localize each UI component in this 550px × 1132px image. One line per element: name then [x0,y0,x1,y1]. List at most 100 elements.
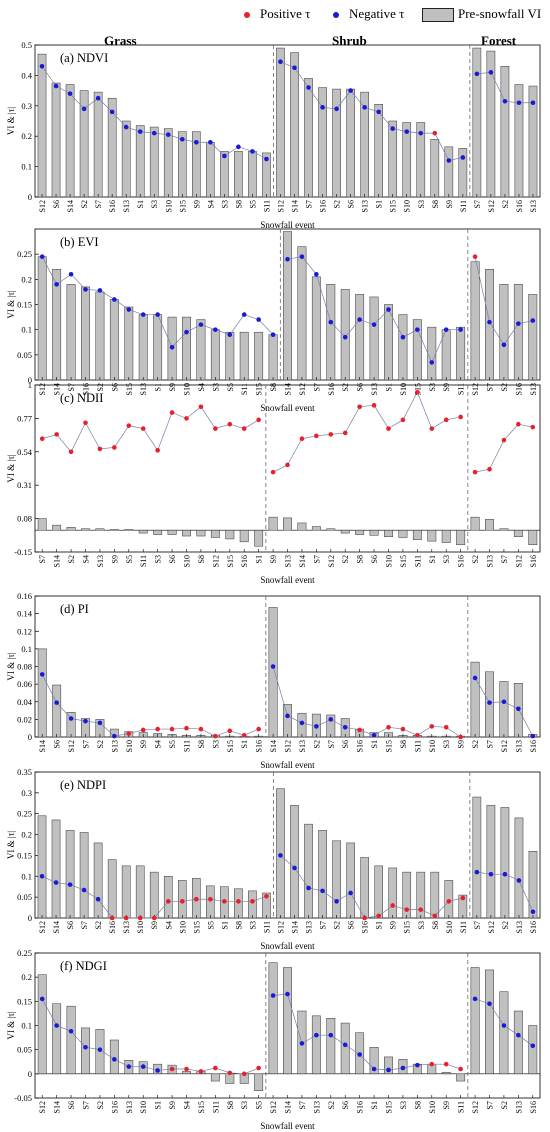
bar [499,991,509,1075]
tau-point [194,139,199,145]
bar [149,871,159,919]
x-tick-label: S12 [38,1101,47,1113]
bar [360,857,369,919]
x-tick-label: S8 [226,1101,235,1109]
bar [297,522,307,531]
tau-point [306,85,311,90]
bar-swatch-icon [422,8,454,23]
legend-negative: Negative τ [333,6,404,22]
bar [121,120,131,198]
x-tick-label: S11 [211,1101,220,1113]
tau-point [516,321,521,326]
x-tick-label: S7 [327,740,336,748]
tau-point [530,100,536,106]
tau-point [126,423,132,428]
tau-point [487,1001,492,1007]
x-tick-label: S2 [501,200,510,208]
bar [51,819,61,919]
bar [304,78,313,198]
x-tick-label: S15 [125,383,134,395]
tau-point [390,903,396,908]
tau-point [487,466,492,472]
y-axis-label: VI & |τ| [6,831,16,859]
bar [65,830,75,919]
x-tick-label: S10 [139,1101,148,1113]
tau-point [208,139,213,145]
tau-point [371,403,377,408]
tau-point [400,417,406,423]
x-tick-label: S11 [413,740,422,752]
x-tick-label: S16 [457,555,466,567]
x-tick-label: S14 [53,383,62,395]
x-tick-label: S7 [500,555,509,563]
x-tick-label: S16 [529,555,538,567]
y-tick-label: 0.25 [17,809,32,819]
bar [234,151,243,198]
bar [52,1003,62,1075]
bar [37,974,47,1075]
tau-point [83,287,88,292]
tau-point [227,728,233,734]
bar [441,529,451,543]
x-tick-label: S14 [38,740,47,752]
x-tick-label: S13 [312,1101,321,1113]
y-tick-label: 0.05 [17,1045,32,1055]
bar [37,53,47,198]
x-axis-label: Snowfall event [260,941,315,951]
tau-point [458,414,463,420]
tau-point [213,327,218,332]
bar [340,529,350,534]
x-tick-label: S10 [428,740,437,752]
bar [93,842,103,919]
tau-point [418,907,424,912]
bar [37,518,47,531]
tau-point [112,1057,117,1062]
tau-point [123,124,129,130]
tau-point [169,410,175,415]
tau-point [386,426,391,431]
x-tick-label: S12 [38,921,47,933]
bar [182,1071,191,1075]
x-tick-label: S1 [136,200,145,208]
bar [441,329,451,381]
y-tick-label: 0.15 [17,300,32,310]
x-tick-label: S14 [52,921,61,933]
bar [81,528,90,531]
bar [332,840,341,919]
x-tick-label: S3 [417,200,426,208]
tau-point [97,446,103,452]
legend-pre-label: Pre-snowfall VI [458,6,542,21]
tau-point [328,319,334,325]
x-tick-label: S15 [385,1101,394,1113]
x-tick-label: S3 [442,555,451,563]
tau-point [256,317,261,322]
tau-point [169,344,175,350]
tau-point [530,318,536,323]
x-tick-label: S12 [276,200,285,212]
x-tick-label: S6 [370,555,379,563]
x-tick-label: S15 [178,200,187,212]
tau-point [97,288,103,293]
tau-line [272,391,461,473]
y-tick-label: 0 [28,192,32,202]
tau-point [371,1066,377,1072]
y-tick-label: 0.2 [21,131,32,141]
tau-point [386,1067,391,1073]
tau-point [198,726,204,732]
tau-point [184,1066,189,1072]
tau-point [227,332,233,338]
x-tick-label: S9 [110,555,119,563]
x-tick-label: S13 [486,555,495,567]
tau-point [140,1064,146,1069]
x-tick-label: S10 [183,383,192,395]
y-tick-label: 0.1 [21,1021,32,1031]
x-tick-label: S13 [284,555,293,567]
x-tick-label: S11 [139,555,148,567]
tau-point [179,136,185,142]
legend-pre: Pre-snowfall VI [422,6,542,23]
tau-point [236,899,241,904]
bar [81,286,90,381]
bar [311,526,321,531]
tau-point [97,1047,103,1052]
x-tick-label: S12 [67,740,76,752]
